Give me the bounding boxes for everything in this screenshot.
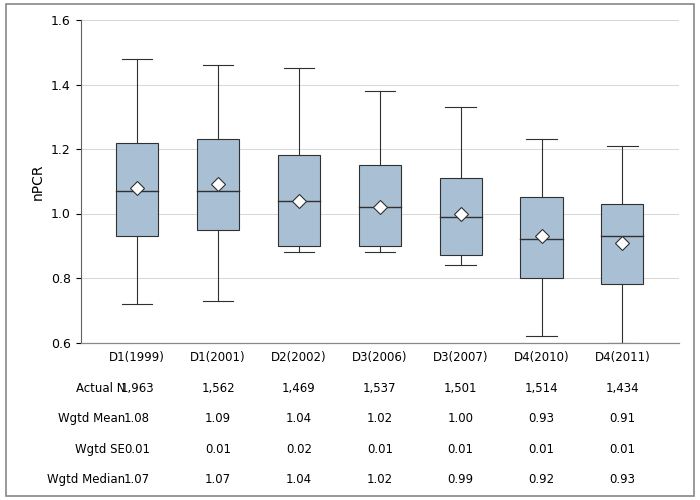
Text: 0.01: 0.01 — [124, 443, 150, 456]
Text: Actual N: Actual N — [76, 382, 125, 395]
Text: Wgtd SE: Wgtd SE — [76, 443, 125, 456]
Text: 1,434: 1,434 — [606, 382, 639, 395]
Text: D2(2002): D2(2002) — [271, 351, 327, 364]
Text: 0.01: 0.01 — [528, 443, 554, 456]
Text: 1,537: 1,537 — [363, 382, 396, 395]
Text: 1.04: 1.04 — [286, 473, 312, 486]
Text: 1.04: 1.04 — [286, 412, 312, 425]
Text: Wgtd Mean: Wgtd Mean — [58, 412, 125, 425]
Text: Wgtd Median: Wgtd Median — [47, 473, 125, 486]
Text: D3(2007): D3(2007) — [433, 351, 489, 364]
Bar — [278, 156, 320, 246]
Text: 1.07: 1.07 — [205, 473, 231, 486]
Bar — [358, 165, 401, 246]
Bar — [116, 142, 158, 236]
Bar — [440, 178, 482, 256]
Text: 0.99: 0.99 — [447, 473, 474, 486]
Text: 1,963: 1,963 — [120, 382, 154, 395]
Text: 1,562: 1,562 — [201, 382, 234, 395]
Text: D4(2011): D4(2011) — [594, 351, 650, 364]
Text: 0.01: 0.01 — [610, 443, 636, 456]
Bar — [197, 140, 239, 230]
Text: 0.91: 0.91 — [609, 412, 636, 425]
Text: 1.00: 1.00 — [447, 412, 474, 425]
Text: 0.01: 0.01 — [367, 443, 393, 456]
Text: 0.01: 0.01 — [447, 443, 474, 456]
Text: 0.01: 0.01 — [205, 443, 231, 456]
Text: 1.02: 1.02 — [367, 473, 393, 486]
Text: D3(2006): D3(2006) — [352, 351, 407, 364]
Y-axis label: nPCR: nPCR — [32, 163, 46, 200]
Bar — [601, 204, 643, 284]
Text: 1.02: 1.02 — [367, 412, 393, 425]
Text: D4(2010): D4(2010) — [514, 351, 569, 364]
Text: 1.08: 1.08 — [124, 412, 150, 425]
Text: 1,469: 1,469 — [282, 382, 316, 395]
Text: 1.09: 1.09 — [205, 412, 231, 425]
Text: 0.93: 0.93 — [610, 473, 636, 486]
Bar — [521, 198, 563, 278]
Text: D1(2001): D1(2001) — [190, 351, 246, 364]
Text: 0.02: 0.02 — [286, 443, 312, 456]
Text: D1(1999): D1(1999) — [109, 351, 165, 364]
Text: 1,514: 1,514 — [525, 382, 559, 395]
Text: 1,501: 1,501 — [444, 382, 477, 395]
Text: 1.07: 1.07 — [124, 473, 150, 486]
Text: 0.92: 0.92 — [528, 473, 554, 486]
Text: 0.93: 0.93 — [528, 412, 554, 425]
